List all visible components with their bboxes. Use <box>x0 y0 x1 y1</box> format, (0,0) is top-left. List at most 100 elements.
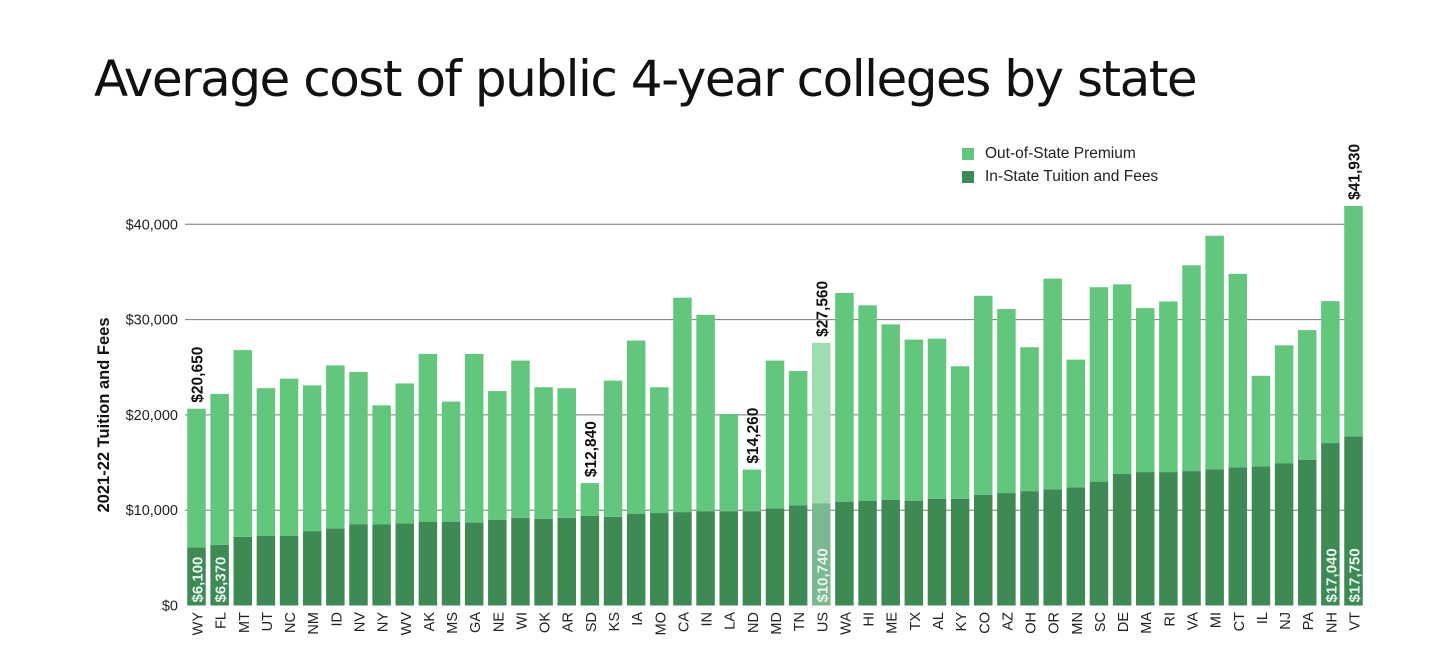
bar-out-of-state-in <box>696 314 715 512</box>
data-label-total-wy: $20,650 <box>190 347 207 403</box>
x-tick-label-in: IN <box>700 612 716 627</box>
x-tick-label-md: MD <box>769 612 785 635</box>
bar-in-state-nh <box>1321 443 1340 606</box>
data-label-in-state-vt: $17,750 <box>1347 548 1364 602</box>
bar-in-state-la <box>719 511 738 606</box>
bar-out-of-state-id <box>326 365 345 529</box>
y-tick-label: $0 <box>162 599 178 615</box>
bar-out-of-state-la <box>719 413 738 512</box>
bar-out-of-state-nv <box>349 372 368 525</box>
bar-in-state-nj <box>1274 463 1294 606</box>
bar-out-of-state-co <box>974 295 993 495</box>
bar-in-state-wy <box>187 547 206 606</box>
x-tick-label-ga: GA <box>468 612 484 633</box>
bar-in-state-id <box>326 528 345 606</box>
bar-in-state-ri <box>1159 472 1178 606</box>
bar-out-of-state-il <box>1251 375 1271 467</box>
bar-in-state-ca <box>673 512 692 606</box>
bar-in-state-il <box>1251 466 1271 606</box>
bar-out-of-state-ut <box>256 388 276 536</box>
x-tick-label-ut: UT <box>260 612 276 631</box>
data-label-total-vt: $41,930 <box>1347 144 1364 200</box>
x-tick-label-hi: HI <box>862 612 878 627</box>
bar-in-state-ia <box>626 514 646 606</box>
bar-in-state-mo <box>650 513 669 606</box>
bar-out-of-state-ny <box>372 405 391 525</box>
bar-in-state-ga <box>464 522 484 606</box>
bar-out-of-state-va <box>1182 265 1201 472</box>
bar-in-state-fl <box>210 544 229 606</box>
bar-in-state-sd <box>580 515 600 606</box>
x-tick-label-nh: NH <box>1324 612 1340 633</box>
bar-out-of-state-oh <box>1020 347 1039 492</box>
x-tick-label-ia: IA <box>630 612 646 626</box>
bar-in-state-ks <box>603 516 623 606</box>
bar-out-of-state-ms <box>441 401 461 522</box>
x-tick-label-ri: RI <box>1162 612 1178 627</box>
bar-in-state-nd <box>742 511 762 606</box>
bar-in-state-ct <box>1228 467 1248 606</box>
bar-in-state-nv <box>349 524 368 606</box>
x-tick-label-us: US <box>815 612 831 632</box>
bar-out-of-state-nd <box>742 469 762 512</box>
bar-out-of-state-wy <box>187 408 206 548</box>
legend-label-in-state: In-State Tuition and Fees <box>985 167 1159 185</box>
legend-label-out-of-state: Out-of-State Premium <box>985 144 1136 162</box>
data-label-in-state-fl: $6,370 <box>213 557 230 603</box>
bar-out-of-state-az <box>997 309 1016 494</box>
x-tick-label-id: ID <box>329 612 345 627</box>
y-tick-label: $20,000 <box>126 408 178 424</box>
legend-item-out-of-state: Out-of-State Premium <box>962 142 1158 165</box>
y-tick-label: $30,000 <box>126 313 178 329</box>
x-tick-label-mn: MN <box>1070 612 1086 635</box>
x-tick-label-mi: MI <box>1209 612 1225 628</box>
x-tick-label-oh: OH <box>1024 612 1040 634</box>
bar-in-state-md <box>765 508 785 606</box>
bar-in-state-pa <box>1297 459 1317 606</box>
x-tick-label-vt: VT <box>1348 612 1364 631</box>
y-tick-label: $10,000 <box>126 503 178 519</box>
x-tick-label-ms: MS <box>445 612 461 634</box>
bar-out-of-state-al <box>927 338 947 499</box>
chart-title: Average cost of public 4-year colleges b… <box>94 50 1198 108</box>
bar-out-of-state-ne <box>488 391 507 520</box>
bar-in-state-ok <box>534 518 553 606</box>
bar-in-state-wa <box>835 501 854 606</box>
bar-in-state-ma <box>1135 472 1155 606</box>
bar-out-of-state-or <box>1043 278 1062 490</box>
bar-in-state-me <box>881 499 900 606</box>
bar-in-state-co <box>974 494 993 606</box>
x-tick-label-wy: WY <box>191 612 207 636</box>
bar-out-of-state-mt <box>233 350 253 537</box>
bar-out-of-state-sd <box>580 483 600 516</box>
bar-in-state-ak <box>418 521 438 606</box>
data-label-in-state-wy: $6,100 <box>190 557 207 603</box>
bar-out-of-state-ks <box>603 380 623 517</box>
x-tick-label-de: DE <box>1116 612 1132 632</box>
bar-in-state-us <box>812 503 831 606</box>
bar-in-state-mi <box>1205 469 1224 606</box>
bar-in-state-hi <box>858 500 877 606</box>
bar-in-state-sc <box>1089 481 1109 606</box>
bar-in-state-ky <box>950 498 970 606</box>
x-tick-label-sc: SC <box>1093 612 1109 632</box>
x-tick-label-nd: ND <box>746 612 762 633</box>
bar-in-state-tx <box>904 500 924 606</box>
data-label-total-sd: $12,840 <box>583 421 600 477</box>
bar-in-state-vt <box>1344 436 1363 606</box>
x-tick-label-ky: KY <box>954 612 970 632</box>
bar-out-of-state-ky <box>950 366 970 499</box>
bar-in-state-or <box>1043 489 1062 606</box>
x-tick-label-ok: OK <box>538 612 554 633</box>
bar-in-state-de <box>1112 473 1132 606</box>
y-tick-label: $40,000 <box>126 217 178 233</box>
bar-out-of-state-ak <box>418 353 438 522</box>
bar-in-state-oh <box>1020 491 1039 606</box>
bar-in-state-mn <box>1066 487 1086 606</box>
bar-out-of-state-mn <box>1066 359 1086 488</box>
x-tick-label-il: IL <box>1255 612 1271 624</box>
data-label-total-nd: $14,260 <box>745 408 762 464</box>
x-tick-label-ma: MA <box>1139 612 1155 634</box>
x-tick-label-me: ME <box>885 612 901 634</box>
